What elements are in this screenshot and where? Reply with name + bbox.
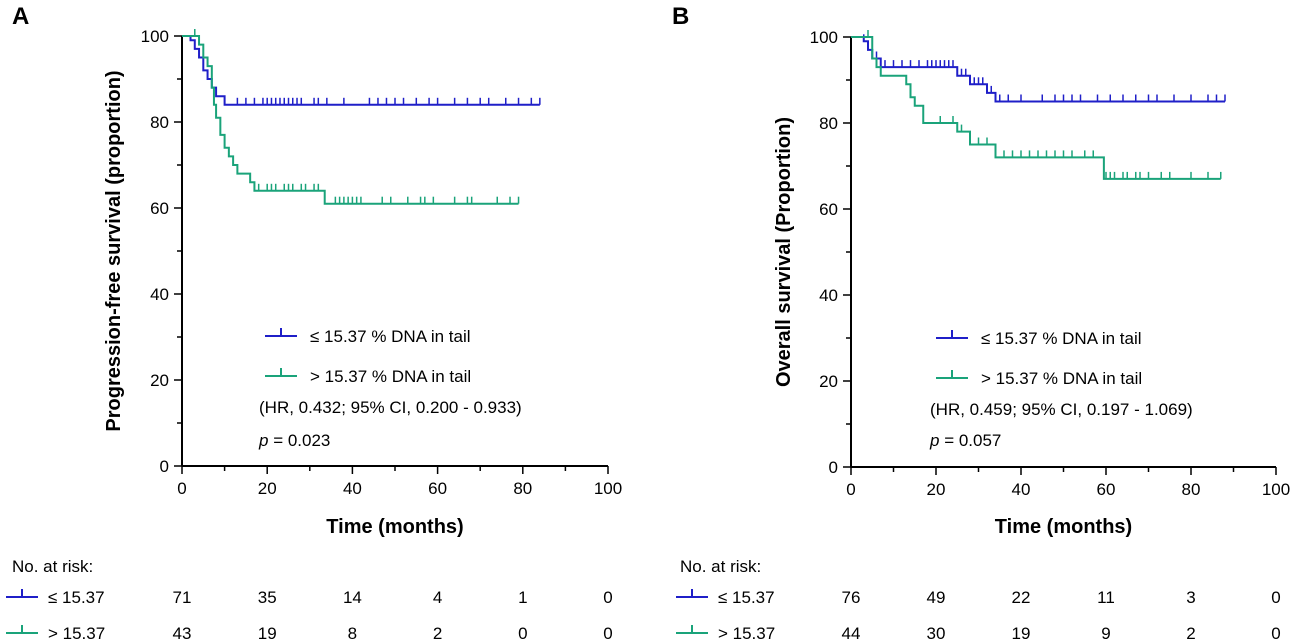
y-tick-label: 100 xyxy=(810,28,838,47)
risk-row-label: ≤ 15.37 xyxy=(718,588,775,607)
x-tick-label: 60 xyxy=(428,479,447,498)
risk-value: 14 xyxy=(343,588,362,607)
x-tick-label: 100 xyxy=(1262,480,1290,499)
risk-value: 43 xyxy=(173,624,192,643)
x-tick-label: 0 xyxy=(177,479,186,498)
risk-table-title: No. at risk: xyxy=(12,557,93,576)
risk-value: 0 xyxy=(603,624,612,643)
panel-letter: A xyxy=(12,3,29,30)
y-tick-label: 60 xyxy=(819,200,838,219)
risk-value: 1 xyxy=(518,588,527,607)
x-tick-label: 0 xyxy=(846,480,855,499)
x-tick-label: 60 xyxy=(1097,480,1116,499)
legend-label: ≤ 15.37 % DNA in tail xyxy=(981,329,1142,348)
x-axis-title: Time (months) xyxy=(326,516,463,538)
panel-letter: B xyxy=(672,3,689,30)
risk-row: ≤ 15.37 76 49 22 11 3 0 xyxy=(676,588,1281,607)
x-tick-label: 40 xyxy=(343,479,362,498)
x-tick-label: 20 xyxy=(927,480,946,499)
y-tick-label: 20 xyxy=(150,371,169,390)
risk-value: 0 xyxy=(1271,588,1280,607)
hr-annotation: (HR, 0.432; 95% CI, 0.200 - 0.933) xyxy=(259,398,522,417)
p-symbol: p xyxy=(258,431,268,450)
risk-value: 19 xyxy=(1012,624,1031,643)
y-axis-title: Overall survival (Proportion) xyxy=(773,117,795,387)
risk-row: ≤ 15.37 71 35 14 4 1 0 xyxy=(6,588,613,607)
p-value: = 0.057 xyxy=(939,431,1001,450)
p-value-annotation: p = 0.023 xyxy=(258,431,330,450)
survival-curve xyxy=(182,35,540,106)
risk-value: 30 xyxy=(927,624,946,643)
x-tick-label: 100 xyxy=(594,479,622,498)
risk-value: 0 xyxy=(518,624,527,643)
risk-table-title: No. at risk: xyxy=(680,557,761,576)
x-tick-label: 80 xyxy=(513,479,532,498)
risk-value: 35 xyxy=(258,588,277,607)
y-tick-label: 40 xyxy=(150,285,169,304)
risk-value: 0 xyxy=(1271,624,1280,643)
risk-value: 22 xyxy=(1012,588,1031,607)
series-low xyxy=(182,35,541,106)
series-low xyxy=(851,34,1226,103)
series-high xyxy=(182,29,520,205)
risk-value: 2 xyxy=(1186,624,1195,643)
y-tick-label: 0 xyxy=(160,457,169,476)
x-tick-label: 20 xyxy=(258,479,277,498)
risk-value: 71 xyxy=(173,588,192,607)
risk-value: 0 xyxy=(603,588,612,607)
risk-row-label: > 15.37 xyxy=(48,624,105,643)
risk-value: 9 xyxy=(1101,624,1110,643)
risk-value: 49 xyxy=(927,588,946,607)
y-tick-label: 80 xyxy=(150,113,169,132)
risk-value: 3 xyxy=(1186,588,1195,607)
legend-label: ≤ 15.37 % DNA in tail xyxy=(310,327,471,346)
y-tick-label: 40 xyxy=(819,286,838,305)
series-high xyxy=(851,30,1222,180)
legend-label: > 15.37 % DNA in tail xyxy=(310,367,471,386)
x-tick-label: 80 xyxy=(1182,480,1201,499)
survival-curve xyxy=(851,36,1225,103)
x-tick-label: 40 xyxy=(1012,480,1031,499)
legend-label: > 15.37 % DNA in tail xyxy=(981,369,1142,388)
risk-row: > 15.37 43 19 8 2 0 0 xyxy=(6,624,613,643)
p-value: = 0.023 xyxy=(268,431,330,450)
risk-value: 4 xyxy=(433,588,442,607)
y-tick-label: 0 xyxy=(829,458,838,477)
y-axis-title: Progression-free survival (proportion) xyxy=(103,70,125,431)
p-symbol: p xyxy=(929,431,939,450)
survival-curve xyxy=(182,35,519,205)
risk-value: 8 xyxy=(348,624,357,643)
hr-annotation: (HR, 0.459; 95% CI, 0.197 - 1.069) xyxy=(930,400,1193,419)
risk-value: 2 xyxy=(433,624,442,643)
risk-value: 44 xyxy=(842,624,861,643)
survival-curve xyxy=(851,36,1221,180)
risk-value: 76 xyxy=(842,588,861,607)
y-tick-label: 80 xyxy=(819,114,838,133)
risk-row: > 15.37 44 30 19 9 2 0 xyxy=(676,624,1281,643)
y-tick-label: 100 xyxy=(141,27,169,46)
risk-row-label: > 15.37 xyxy=(718,624,775,643)
y-tick-label: 60 xyxy=(150,199,169,218)
y-tick-label: 20 xyxy=(819,372,838,391)
risk-row-label: ≤ 15.37 xyxy=(48,588,105,607)
risk-value: 19 xyxy=(258,624,277,643)
p-value-annotation: p = 0.057 xyxy=(929,431,1001,450)
risk-value: 11 xyxy=(1097,588,1115,607)
x-axis-title: Time (months) xyxy=(995,516,1132,538)
